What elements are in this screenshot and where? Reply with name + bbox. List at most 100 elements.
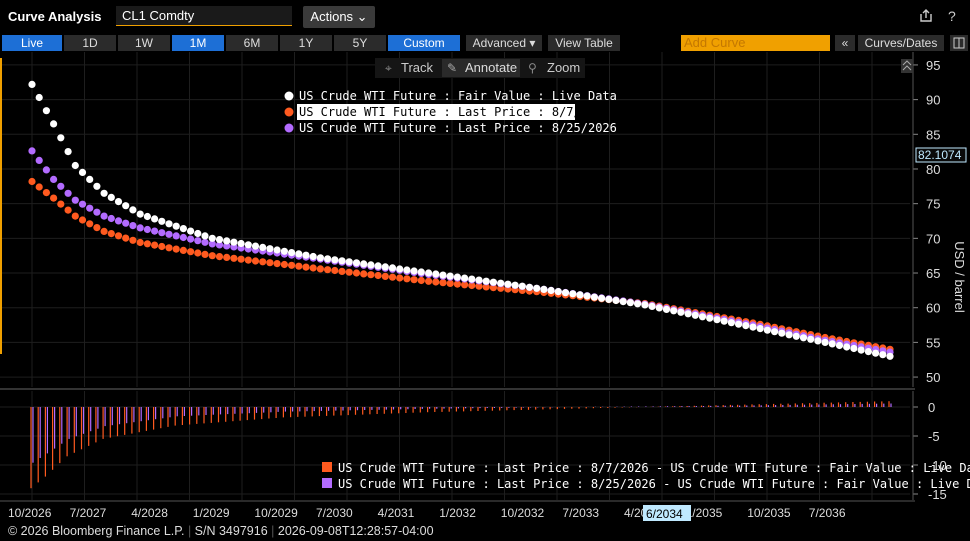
range-1y-button[interactable]: 1Y (280, 35, 332, 51)
data-point[interactable] (86, 204, 94, 212)
data-point[interactable] (194, 249, 202, 257)
data-point[interactable] (129, 236, 137, 244)
data-point[interactable] (821, 338, 829, 346)
data-point[interactable] (439, 271, 447, 279)
data-point[interactable] (634, 300, 642, 308)
data-point[interactable] (425, 277, 433, 285)
range-1m-button[interactable]: 1M (172, 35, 224, 51)
data-point[interactable] (785, 331, 793, 339)
data-point[interactable] (691, 311, 699, 319)
data-point[interactable] (71, 212, 79, 220)
data-point[interactable] (244, 256, 252, 264)
data-point[interactable] (71, 196, 79, 204)
data-point[interactable] (612, 296, 620, 305)
data-point[interactable] (453, 273, 461, 281)
data-point[interactable] (136, 238, 144, 247)
data-point[interactable] (843, 343, 851, 351)
data-point[interactable] (540, 285, 548, 293)
data-point[interactable] (136, 210, 144, 218)
data-point[interactable] (302, 251, 310, 259)
annotate-tool-highlight[interactable] (442, 59, 520, 77)
data-point[interactable] (107, 214, 115, 223)
data-point[interactable] (352, 269, 361, 277)
data-point[interactable] (215, 253, 224, 261)
panel-toggle-icon[interactable] (950, 35, 968, 51)
data-point[interactable] (504, 280, 512, 288)
data-point[interactable] (684, 310, 692, 318)
data-point[interactable] (187, 248, 195, 256)
data-point[interactable] (367, 261, 375, 269)
data-point[interactable] (879, 351, 887, 359)
data-point[interactable] (475, 276, 483, 284)
data-point[interactable] (727, 319, 736, 327)
data-point[interactable] (187, 235, 195, 243)
data-point[interactable] (533, 284, 541, 292)
data-point[interactable] (230, 238, 238, 246)
security-input[interactable]: CL1 Comdty (116, 6, 292, 26)
data-point[interactable] (208, 234, 216, 242)
data-point[interactable] (461, 281, 469, 289)
data-point[interactable] (872, 349, 880, 357)
data-point[interactable] (223, 242, 231, 250)
data-point[interactable] (778, 329, 786, 337)
data-point[interactable] (71, 161, 79, 170)
data-point[interactable] (742, 322, 750, 330)
data-point[interactable] (835, 341, 844, 350)
data-point[interactable] (670, 307, 678, 315)
data-point[interactable] (547, 286, 555, 295)
data-point[interactable] (706, 314, 714, 322)
data-point[interactable] (886, 352, 894, 360)
data-point[interactable] (590, 293, 599, 301)
data-point[interactable] (172, 222, 180, 230)
data-point[interactable] (122, 219, 130, 227)
data-point[interactable] (223, 253, 231, 261)
data-point[interactable] (57, 182, 65, 190)
data-point[interactable] (720, 317, 728, 325)
data-point[interactable] (251, 257, 260, 265)
data-point[interactable] (215, 241, 224, 249)
data-point[interactable] (381, 263, 389, 271)
data-point[interactable] (511, 281, 519, 289)
data-point[interactable] (57, 134, 65, 142)
data-point[interactable] (64, 206, 72, 214)
add-curve-input[interactable]: Add Curve (681, 35, 830, 51)
data-point[interactable] (143, 212, 151, 221)
data-point[interactable] (698, 313, 707, 321)
range-1w-button[interactable]: 1W (118, 35, 170, 51)
data-point[interactable] (756, 325, 764, 333)
data-point[interactable] (50, 194, 58, 202)
data-point[interactable] (179, 246, 187, 254)
data-point[interactable] (122, 202, 130, 210)
data-point[interactable] (381, 272, 389, 280)
data-point[interactable] (50, 175, 58, 183)
data-point[interactable] (50, 120, 58, 128)
data-point[interactable] (309, 264, 317, 272)
data-point[interactable] (554, 288, 562, 296)
data-point[interactable] (100, 189, 108, 197)
data-point[interactable] (525, 283, 534, 291)
data-point[interactable] (208, 252, 216, 260)
data-point[interactable] (280, 260, 288, 269)
curve-chart[interactable]: 50 55 60 65 70 75 80 85 90 95 0 -5 -10 -15 USD / bar… (0, 52, 970, 522)
scroll-up-icon[interactable] (901, 59, 913, 73)
data-point[interactable] (165, 220, 173, 228)
data-point[interactable] (619, 298, 627, 306)
data-point[interactable] (338, 257, 346, 265)
data-point[interactable] (78, 200, 87, 208)
data-point[interactable] (388, 264, 397, 272)
data-point[interactable] (713, 316, 721, 324)
data-point[interactable] (42, 166, 51, 174)
data-point[interactable] (179, 225, 187, 233)
advanced-dropdown[interactable]: Advanced ▾ (466, 35, 542, 51)
data-point[interactable] (583, 292, 591, 300)
data-point[interactable] (251, 242, 260, 250)
data-point[interactable] (735, 320, 743, 328)
data-point[interactable] (143, 240, 151, 248)
data-point[interactable] (475, 282, 483, 290)
data-point[interactable] (410, 267, 418, 275)
data-point[interactable] (626, 299, 635, 307)
data-point[interactable] (122, 234, 130, 242)
data-point[interactable] (799, 334, 808, 342)
range-live-button[interactable]: Live (2, 35, 62, 51)
data-point[interactable] (345, 258, 353, 266)
